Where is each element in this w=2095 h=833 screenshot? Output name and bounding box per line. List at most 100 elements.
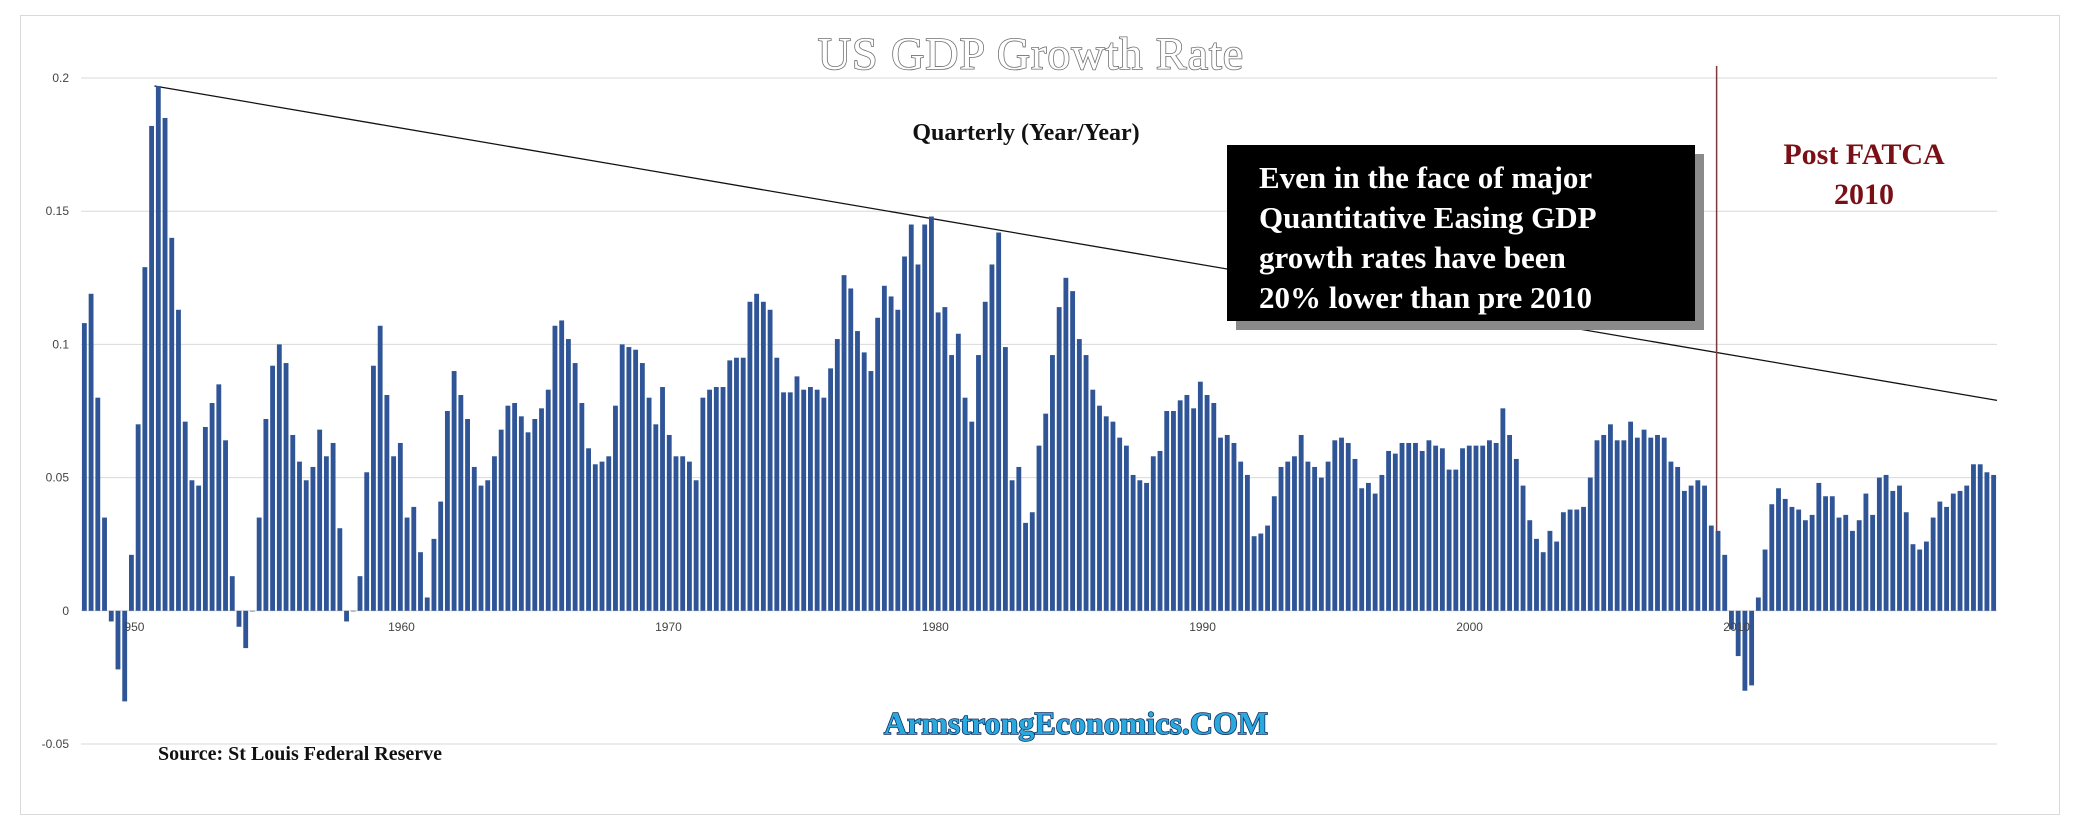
bar <box>115 610 121 670</box>
bar <box>760 301 766 611</box>
bar <box>1419 450 1425 611</box>
bar <box>861 352 867 611</box>
bar <box>458 395 464 611</box>
bar <box>485 480 491 611</box>
bar <box>1480 445 1486 611</box>
bar <box>875 317 881 611</box>
bar <box>1991 474 1997 611</box>
callout-line-2: Quantitative Easing GDP <box>1259 200 1597 235</box>
bar <box>539 408 544 611</box>
bar <box>1029 512 1035 611</box>
bar <box>1581 506 1586 611</box>
bar <box>317 429 323 611</box>
bar <box>1231 442 1237 611</box>
bar <box>209 403 215 611</box>
bar <box>599 461 605 611</box>
bar <box>1473 445 1479 611</box>
bar <box>418 552 423 611</box>
y-tick-label: 0.05 <box>46 471 70 485</box>
bar <box>1957 490 1963 611</box>
bar <box>680 456 686 611</box>
bar <box>781 392 786 611</box>
bar <box>935 312 941 611</box>
bar <box>552 325 558 611</box>
bar <box>196 485 202 611</box>
bar <box>1863 493 1869 611</box>
bar <box>1923 541 1929 611</box>
fatca-label-line-1: Post FATCA <box>1783 138 1945 171</box>
bar <box>1574 509 1580 611</box>
bar <box>1050 355 1055 611</box>
bar <box>1244 474 1250 611</box>
callout-line-4: 20% lower than pre 2010 <box>1259 280 1592 315</box>
bar <box>1406 442 1412 611</box>
bar <box>1191 408 1197 611</box>
bar <box>1177 400 1183 611</box>
bar <box>1204 395 1210 611</box>
bar <box>162 117 168 611</box>
callout-box: Even in the face of major Quantitative E… <box>1227 145 1704 330</box>
bar <box>283 363 289 611</box>
bar <box>223 440 228 611</box>
bar <box>848 288 854 611</box>
bar <box>1009 480 1015 611</box>
bar <box>478 485 484 611</box>
x-axis: 950 1960 1970 1980 1990 2000 2010 <box>124 620 1750 634</box>
bar <box>451 371 457 611</box>
bar <box>1164 411 1170 611</box>
bar <box>1271 496 1277 611</box>
bar <box>1298 434 1304 611</box>
x-tick-label: 1970 <box>655 620 682 634</box>
bar <box>1802 520 1808 611</box>
bar <box>1984 472 1990 611</box>
bar <box>1681 490 1687 611</box>
source-note: Source: St Louis Federal Reserve <box>158 743 442 765</box>
bar <box>1002 347 1008 611</box>
bar <box>216 384 222 611</box>
bar <box>1513 458 1519 611</box>
bar <box>189 480 195 611</box>
bar <box>606 456 612 611</box>
bar <box>868 371 874 611</box>
callout-background <box>1227 145 1695 321</box>
bar <box>619 344 625 611</box>
x-tick-label: 2010 <box>1723 620 1750 634</box>
fatca-annotation: Post FATCA 2010 <box>1783 138 1945 211</box>
bar <box>364 472 370 611</box>
bar <box>1339 437 1344 611</box>
bar <box>404 517 410 611</box>
bar <box>1735 610 1741 657</box>
bar <box>1870 514 1876 611</box>
bar <box>646 397 652 611</box>
bar <box>1762 549 1768 611</box>
bar <box>1789 506 1795 611</box>
bar <box>902 256 907 611</box>
bar <box>323 456 329 611</box>
bar <box>129 554 134 611</box>
bar <box>384 395 390 611</box>
bar <box>1070 291 1076 611</box>
bar <box>1749 610 1755 686</box>
bar <box>1292 456 1297 611</box>
bar <box>1702 485 1707 611</box>
bar <box>888 296 894 611</box>
bar <box>1567 509 1573 611</box>
bar <box>1251 536 1257 611</box>
bar <box>996 232 1002 611</box>
bar <box>1930 517 1936 611</box>
chart-frame: 0.2 0.15 0.1 0.05 0 -0.05 950 1960 1970 1980 1990… <box>20 15 2060 815</box>
bar <box>1917 549 1923 611</box>
bar <box>1520 485 1526 611</box>
bar <box>1809 514 1815 611</box>
bar <box>1211 403 1217 611</box>
bar <box>1056 307 1062 611</box>
bar <box>1312 466 1318 611</box>
bar <box>1755 597 1761 611</box>
bar <box>747 301 753 611</box>
bar <box>532 418 538 611</box>
bar <box>1110 421 1116 611</box>
bar <box>801 389 807 611</box>
bar <box>1937 501 1943 611</box>
bar <box>1608 424 1613 611</box>
bar <box>929 216 934 611</box>
